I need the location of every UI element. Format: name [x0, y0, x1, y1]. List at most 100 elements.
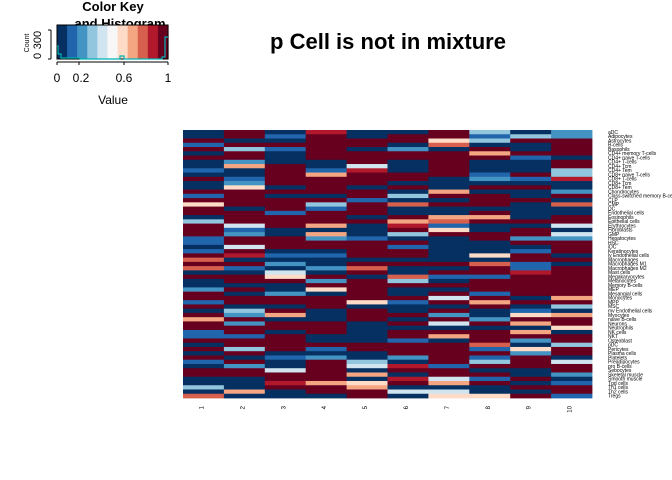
heatmap-cell — [428, 142, 470, 148]
heatmap-cell — [387, 219, 429, 224]
heatmap-cell — [264, 147, 307, 152]
row-label: Macrophages M1 — [608, 262, 647, 268]
heatmap-cell — [551, 389, 593, 395]
column-label: 3 — [281, 405, 287, 409]
color-key-x-tick-label-0: 0 — [54, 71, 61, 85]
heatmap-cell — [428, 346, 470, 352]
heatmap-cell — [551, 219, 593, 224]
heatmap-cell — [305, 164, 347, 169]
heatmap-cell — [305, 291, 347, 297]
heatmap-cell — [469, 389, 511, 395]
heatmap-cell — [346, 372, 388, 378]
heatmap-cell — [223, 210, 266, 216]
row-label: Epithelial cells — [608, 219, 640, 225]
heatmap-cell — [223, 244, 266, 250]
heatmap-cell — [510, 138, 552, 144]
heatmap-cell — [305, 155, 347, 161]
heatmap-cell — [264, 338, 307, 344]
row-label: Th2 cells — [608, 389, 629, 395]
heatmap-cell — [469, 295, 511, 301]
heatmap-cell — [223, 274, 266, 280]
heatmap-cell — [223, 164, 266, 169]
heatmap-cell — [469, 134, 511, 139]
heatmap-cell — [223, 329, 266, 335]
heatmap-cell — [387, 164, 429, 169]
heatmap-cell — [183, 308, 225, 314]
heatmap-cell — [264, 198, 307, 203]
heatmap-cell — [551, 185, 593, 190]
heatmap-cell — [346, 227, 388, 233]
heatmap-cell — [469, 363, 511, 369]
heatmap-cell — [305, 168, 347, 173]
heatmap-cell — [510, 130, 552, 135]
heatmap-cell — [305, 363, 347, 369]
heatmap-cell — [305, 295, 347, 301]
heatmap-cell — [346, 261, 388, 267]
heatmap-cell — [346, 317, 388, 322]
heatmap-cell — [428, 257, 470, 263]
heatmap-cell — [551, 355, 593, 361]
row-label: CD8+ naive T-cells — [608, 172, 651, 178]
heatmap-cell — [223, 385, 266, 390]
heatmap-cell — [305, 385, 347, 390]
heatmap-cell — [469, 380, 511, 386]
heatmap-cell — [264, 176, 307, 182]
heatmap-cell — [469, 244, 511, 250]
heatmap-cell — [551, 138, 593, 144]
row-label: CD4+ Tcm — [608, 164, 631, 170]
heatmap-cell — [551, 283, 593, 288]
heatmap-cell — [223, 172, 266, 178]
row-label: CLP — [608, 198, 618, 204]
heatmap-cell — [264, 257, 307, 263]
row-label: B-cells — [608, 143, 624, 149]
heatmap-cell — [264, 308, 307, 314]
row-label: Class-switched memory B-cells — [608, 194, 672, 200]
heatmap-cell — [264, 181, 307, 186]
heatmap-cell — [264, 270, 307, 276]
heatmap-cell — [469, 253, 511, 259]
heatmap-cell — [469, 138, 511, 144]
heatmap-cell — [469, 376, 511, 382]
heatmap-cell — [183, 270, 225, 276]
heatmap-cell — [510, 168, 552, 173]
heatmap-cell — [551, 142, 593, 148]
heatmap-cell — [346, 244, 388, 250]
heatmap-cell — [183, 227, 225, 233]
heatmap-cell — [346, 185, 388, 190]
heatmap-cell — [346, 168, 388, 173]
heatmap-cell — [387, 295, 429, 301]
heatmap-cell — [264, 376, 307, 382]
heatmap-cell — [551, 385, 593, 390]
heatmap-cell — [346, 351, 388, 356]
heatmap-cell — [551, 155, 593, 161]
heatmap-cell — [223, 159, 266, 165]
heatmap-cell — [387, 249, 429, 254]
heatmap-cell — [264, 253, 307, 259]
heatmap-cell — [305, 244, 347, 250]
heatmap-cell — [346, 147, 388, 152]
heatmap-cell — [264, 351, 307, 356]
heatmap-cell — [346, 257, 388, 263]
heatmap-cell — [551, 329, 593, 335]
heatmap-cell — [510, 176, 552, 182]
heatmap-cell — [387, 376, 429, 382]
heatmap-cell — [510, 147, 552, 152]
heatmap-cell — [387, 176, 429, 182]
heatmap-cell — [469, 385, 511, 390]
heatmap-cell — [428, 147, 470, 152]
row-label: MPP — [608, 300, 620, 306]
heatmap-cell — [223, 308, 266, 314]
heatmap-cell — [469, 266, 511, 271]
heatmap-cell — [223, 206, 266, 212]
heatmap-cell — [264, 168, 307, 173]
color-key-swatch — [117, 25, 129, 59]
color-key-gradient — [57, 25, 169, 59]
heatmap-cell — [551, 168, 593, 173]
heatmap-cell — [183, 219, 225, 224]
heatmap-cell — [510, 185, 552, 190]
heatmap-cell — [183, 176, 225, 182]
heatmap-cell — [469, 249, 511, 254]
heatmap-cell — [469, 240, 511, 246]
heatmap-cell — [510, 151, 552, 156]
